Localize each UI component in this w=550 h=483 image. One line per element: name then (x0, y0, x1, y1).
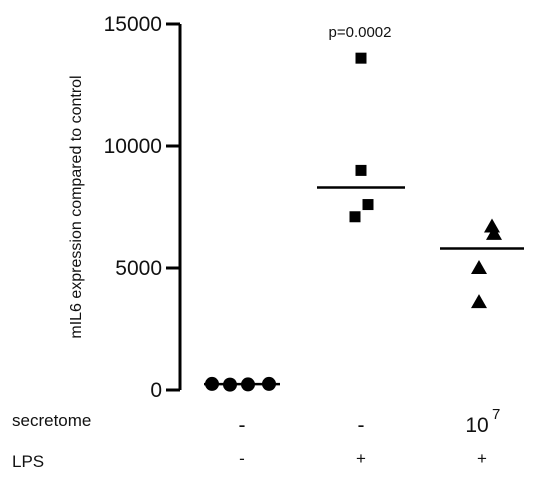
row-label-secretome: secretome (12, 411, 91, 430)
y-ticks: 0 5000 10000 15000 (104, 13, 180, 402)
data-point (355, 164, 367, 176)
secretome-value: 10 (465, 414, 488, 437)
y-axis-label: mIL6 expression compared to control (68, 75, 85, 338)
data-point (355, 52, 367, 64)
lps-value: + (356, 449, 366, 468)
data-point (484, 218, 500, 233)
data-point (471, 294, 487, 309)
y-tick-label: 15000 (104, 13, 162, 36)
lps-value: + (477, 449, 487, 468)
y-tick-label: 0 (150, 379, 162, 402)
condition-labels: - - - +10 7 + (239, 406, 501, 468)
data-point (471, 260, 487, 274)
secretome-superscript: 7 (492, 406, 500, 423)
lps-value: - (239, 449, 245, 468)
p-value-annotation: p=0.0002 (329, 24, 392, 41)
secretome-value: - (358, 414, 365, 437)
data-marks (204, 52, 524, 392)
data-point (349, 211, 361, 223)
y-tick-label: 10000 (104, 135, 162, 158)
data-point (362, 199, 374, 211)
data-point (486, 225, 502, 240)
y-tick-label: 5000 (115, 257, 162, 280)
secretome-value: - (239, 414, 246, 437)
row-label-lps: LPS (12, 452, 44, 471)
